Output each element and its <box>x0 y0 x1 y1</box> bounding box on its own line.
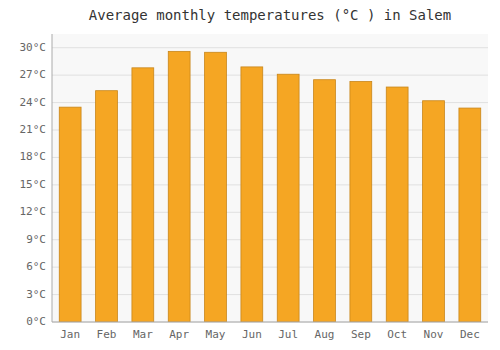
y-tick-label: 12°C <box>20 205 47 218</box>
grid-line <box>52 75 488 76</box>
x-tick-label: Nov <box>424 328 444 341</box>
x-tick-label: Sep <box>351 328 371 341</box>
y-tick-label: 24°C <box>20 96 47 109</box>
x-tick-label: Aug <box>315 328 335 341</box>
bar <box>350 82 372 322</box>
y-tick-label: 3°C <box>26 288 46 301</box>
title: Average monthly temperatures (°C ) in Sa… <box>89 7 451 23</box>
bar <box>314 80 336 322</box>
y-tick-label: 18°C <box>20 150 47 163</box>
bar <box>423 101 445 322</box>
grid <box>52 48 488 322</box>
x-tick-label: Jul <box>278 328 298 341</box>
y-tick-label: 0°C <box>26 315 46 328</box>
y-tick-label: 6°C <box>26 260 46 273</box>
bar <box>132 68 154 322</box>
x-tick-label: Jan <box>60 328 80 341</box>
x-axis-line <box>52 322 488 323</box>
x-tick-label: Dec <box>460 328 480 341</box>
y-tick-label: 30°C <box>20 41 47 54</box>
y-axis-line <box>52 34 53 322</box>
y-tick-label: 27°C <box>20 68 47 81</box>
bar <box>168 51 190 322</box>
bar <box>386 87 408 322</box>
bar <box>59 107 81 322</box>
bar <box>277 74 299 322</box>
x-ticks: Jan Feb Mar Apr May Jun Jul Aug Sep Oct Nov Dec <box>60 328 480 341</box>
y-tick-label: 9°C <box>26 233 46 246</box>
y-tick-label: 21°C <box>20 123 47 136</box>
grid-line <box>52 322 488 323</box>
grid-line <box>52 47 488 48</box>
bars <box>59 51 480 322</box>
bar <box>241 67 263 322</box>
chart: 0°C 3°C 6°C 9°C 12°C 15°C 18°C 21°C 24°C 27°C 30°C… <box>0 0 500 350</box>
x-tick-label: Oct <box>387 328 407 341</box>
bar <box>205 52 227 322</box>
bar <box>96 91 118 322</box>
x-tick-label: Apr <box>169 328 189 341</box>
x-tick-label: May <box>206 328 226 341</box>
bar <box>459 108 481 322</box>
y-ticks: 0°C 3°C 6°C 9°C 12°C 15°C 18°C 21°C 24°C 27°C 30°C <box>20 41 47 328</box>
x-tick-label: Jun <box>242 328 262 341</box>
x-tick-label: Mar <box>133 328 153 341</box>
x-tick-label: Feb <box>97 328 117 341</box>
y-tick-label: 15°C <box>20 178 47 191</box>
plot-background <box>52 34 488 322</box>
